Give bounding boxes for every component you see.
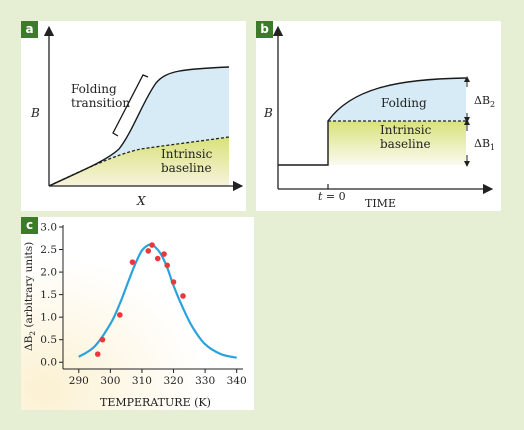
- data-point: [164, 262, 171, 269]
- panel-a-annotation-2: transition: [71, 96, 130, 110]
- data-point: [154, 255, 161, 262]
- x-tick-label: 320: [164, 375, 184, 387]
- panel-b-delta2-label: ΔB2: [474, 94, 495, 109]
- y-tick-label: 0.5: [40, 334, 57, 346]
- x-tick-label: 330: [195, 375, 215, 387]
- x-tick-label: 310: [132, 375, 152, 387]
- panel-a-folding-region: [49, 67, 229, 186]
- panel-b-signal-line: [278, 77, 467, 166]
- data-point: [99, 336, 106, 343]
- panel-b-folding-label: Folding: [381, 96, 427, 110]
- data-point: [117, 312, 123, 318]
- y-tick-label: 1.5: [40, 289, 57, 301]
- panel-a-badge: a: [21, 21, 38, 38]
- panel-b-baseline-region: [328, 121, 466, 165]
- data-point: [161, 251, 167, 257]
- y-tick-label: 3.0: [40, 222, 57, 234]
- x-tick-label: 300: [100, 375, 120, 387]
- data-point: [94, 351, 101, 357]
- y-tick-label: 1.0: [40, 312, 57, 324]
- data-point: [149, 242, 155, 248]
- panel-c-badge: c: [21, 217, 38, 234]
- x-tick-label: 340: [227, 375, 247, 387]
- x-tick-label: 290: [69, 375, 89, 387]
- y-tick-label: 0.0: [40, 357, 57, 369]
- panel-a-baseline-region: [49, 137, 229, 186]
- panel-b-baseline-label-2: baseline: [380, 137, 431, 151]
- panel-a: a B X Folding transition Intrinsic basel…: [21, 21, 246, 211]
- panel-c-x-label: TEMPERATURE (K): [100, 396, 211, 409]
- panel-a-diagram: B X Folding transition Intrinsic baselin…: [30, 25, 244, 208]
- panel-c-y-label: ΔB2 (arbitrary units): [23, 242, 37, 351]
- panel-a-transition-bracket: [112, 74, 149, 137]
- data-point: [170, 279, 177, 285]
- data-point: [129, 259, 136, 265]
- panel-a-annotation-1: Folding: [71, 82, 117, 96]
- data-point: [180, 293, 186, 299]
- panel-b-diagram: B TIME t = 0 Folding Intrinsic baseline …: [263, 25, 495, 210]
- panel-a-region-1: Intrinsic: [161, 147, 213, 161]
- panel-a-curve: [48, 66, 230, 187]
- panel-a-x-label: X: [136, 194, 146, 208]
- panel-b-t0-label: t = 0: [318, 190, 346, 203]
- data-point: [145, 248, 152, 254]
- panel-b-badge: b: [256, 21, 273, 38]
- panel-b-y-label: B: [263, 106, 273, 120]
- panel-a-region-2: baseline: [161, 161, 212, 175]
- panel-b-delta1-label: ΔB1: [474, 137, 495, 152]
- panel-b-baseline-label-1: Intrinsic: [380, 123, 432, 137]
- y-tick-label: 2.5: [40, 244, 57, 256]
- panel-b-x-label: TIME: [365, 197, 396, 210]
- panel-c: c 0.0 0.5 1.0 1.5 2.0 2.5 3.0 290 300 310 320 330 34…: [21, 217, 254, 410]
- panel-b: b B TIME t =: [256, 21, 501, 211]
- panel-b-folding-region: [328, 78, 466, 121]
- panel-a-y-label: B: [30, 106, 40, 120]
- y-tick-label: 2.0: [40, 267, 57, 279]
